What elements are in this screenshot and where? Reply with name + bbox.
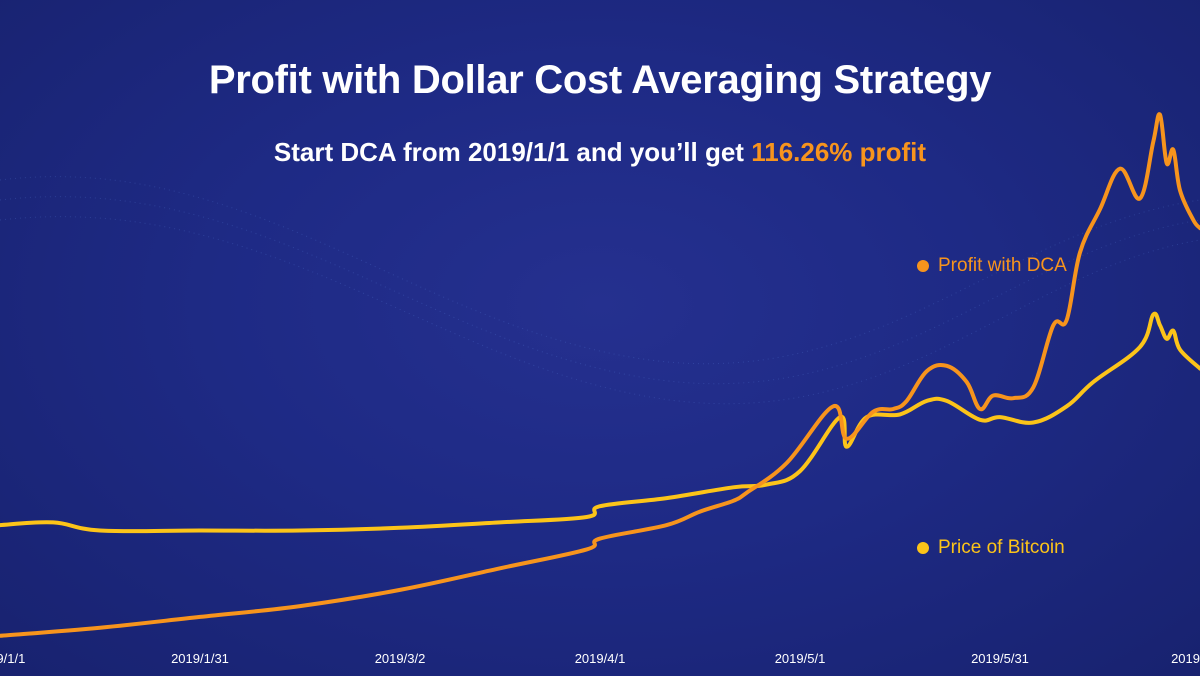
series-line-dca (0, 112, 1200, 638)
x-tick-label: 2019/3/2 (374, 651, 426, 666)
legend-dca-dot (917, 260, 929, 272)
profit-highlight: 116.26% profit (751, 137, 927, 167)
legend-btc-label: Price of Bitcoin (938, 537, 1065, 558)
background-wave (0, 176, 1200, 405)
legend-dca: Profit with DCA (917, 255, 1067, 277)
x-tick-label: 2019/4/1 (574, 651, 626, 666)
x-tick-label: 2019/5/31 (971, 651, 1029, 666)
x-tick-label: 2019/5/1 (774, 651, 826, 666)
x-tick-label: 2019/6/30 (1171, 651, 1200, 666)
legend-btc-dot (917, 542, 929, 554)
subtitle-text: Start DCA from 2019/1/1 and you’ll get (273, 137, 752, 167)
chart-subtitle: Start DCA from 2019/1/1 and you’ll get 1… (0, 137, 1200, 168)
x-tick-label: 2019/1/1 (0, 651, 26, 666)
legend-btc: Price of Bitcoin (917, 537, 1065, 559)
legend-dca-label: Profit with DCA (938, 255, 1067, 276)
x-tick-label: 2019/1/31 (171, 651, 229, 666)
chart-title: Profit with Dollar Cost Averaging Strate… (208, 58, 992, 102)
series-line-btc (0, 311, 1200, 534)
